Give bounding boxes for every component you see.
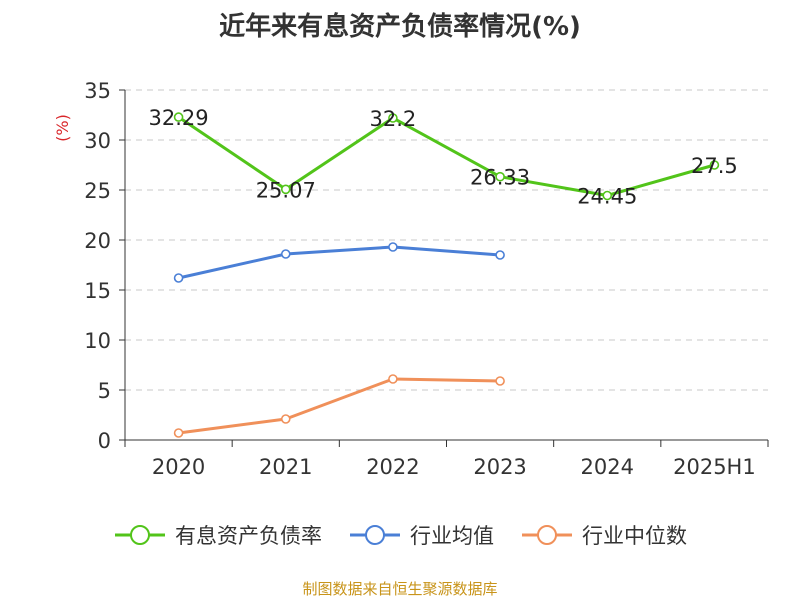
y-tick-label: 5 <box>98 379 111 403</box>
y-tick-label: 15 <box>84 279 111 303</box>
legend-marker-icon <box>350 525 400 545</box>
x-tick-label: 2020 <box>152 455 205 479</box>
legend-item[interactable]: 有息资产负债率 <box>113 520 322 550</box>
data-point <box>495 171 505 182</box>
data-point <box>173 112 184 122</box>
y-tick-label: 30 <box>84 129 111 153</box>
x-tick-label: 2023 <box>473 455 526 479</box>
legend-label: 行业中位数 <box>582 524 687 548</box>
y-tick-label: 20 <box>84 229 111 253</box>
data-point <box>602 190 613 201</box>
series-line <box>177 377 502 435</box>
x-tick-label: 2022 <box>366 455 419 479</box>
data-point <box>280 249 291 259</box>
x-tick-label: 2021 <box>259 455 312 479</box>
data-label: 24.45 <box>577 185 637 209</box>
x-tick-label: 2024 <box>581 455 634 479</box>
data-point <box>388 113 398 123</box>
data-point <box>280 414 291 424</box>
source-note: 制图数据来自恒生聚源数据库 <box>302 580 498 598</box>
x-tick-label: 2025H1 <box>673 455 756 479</box>
data-label: 26.33 <box>470 166 530 190</box>
legend-marker-icon <box>115 525 165 545</box>
data-point <box>495 250 505 260</box>
y-tick-label: 25 <box>84 179 111 203</box>
y-tick-label: 10 <box>84 329 111 353</box>
legend-item[interactable]: 行业均值 <box>348 520 494 550</box>
data-label: 27.5 <box>691 154 738 178</box>
legend-label: 有息资产负债率 <box>175 524 322 548</box>
data-point <box>388 242 398 252</box>
legend-item[interactable]: 行业中位数 <box>520 520 687 550</box>
legend-marker-icon <box>522 525 572 545</box>
data-label: 32.2 <box>370 107 417 131</box>
data-point <box>709 160 720 170</box>
y-tick-label: 0 <box>98 429 111 453</box>
data-point <box>495 376 505 386</box>
y-axis-label: (%) <box>53 114 72 142</box>
chart-title: 近年来有息资产负债率情况(%) <box>219 12 581 42</box>
data-label: 32.29 <box>149 106 209 130</box>
series-line <box>177 245 502 280</box>
data-label: 25.07 <box>256 178 316 202</box>
series-line <box>177 115 716 197</box>
data-point <box>388 374 398 384</box>
chart-legend: 有息资产负债率 行业均值 行业中位数 <box>0 520 800 550</box>
data-point <box>280 184 291 195</box>
data-point <box>173 273 184 283</box>
legend-label: 行业均值 <box>410 524 494 548</box>
y-tick-label: 35 <box>84 79 111 103</box>
data-point <box>173 428 184 438</box>
